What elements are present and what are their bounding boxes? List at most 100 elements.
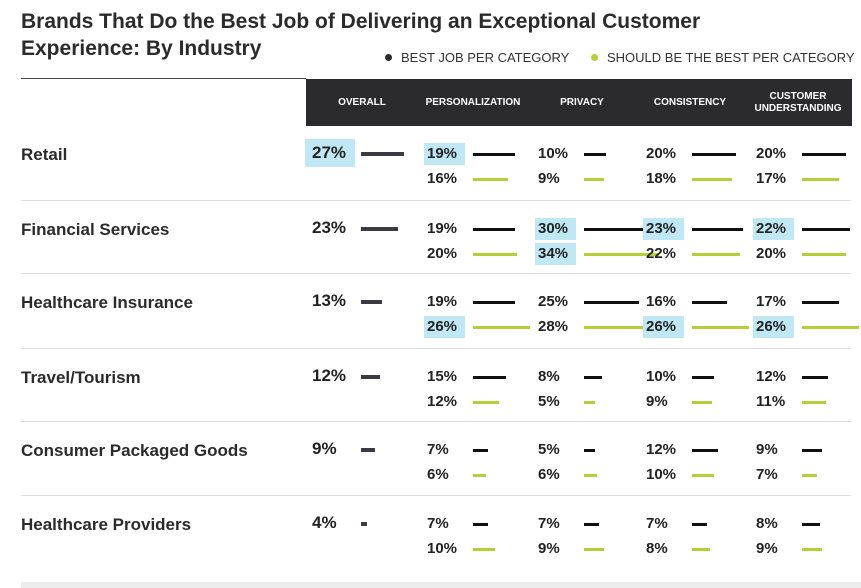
privacy-should-bar — [584, 474, 598, 477]
consistency-best-value: 7% — [646, 515, 668, 532]
highlight-consistency-best — [643, 218, 684, 240]
highlight-overall — [305, 139, 355, 167]
customer-understanding-best-value: 17% — [756, 293, 787, 310]
consistency-should-value: 22% — [646, 245, 677, 262]
consistency-should-bar — [692, 326, 750, 329]
personalization-should-value: 10% — [427, 540, 458, 557]
overall-bar — [361, 522, 368, 526]
privacy-best-value: 10% — [538, 145, 569, 162]
privacy-best-bar — [584, 301, 639, 304]
personalization-should-value: 12% — [427, 393, 458, 410]
consistency-should-value: 8% — [646, 540, 668, 557]
personalization-should-value: 16% — [427, 170, 458, 187]
consistency-should-bar — [692, 474, 714, 477]
personalization-best-bar — [473, 228, 515, 231]
consistency-best-bar — [692, 153, 736, 156]
privacy-best-bar — [584, 228, 650, 231]
customer-understanding-best-value: 9% — [756, 441, 778, 458]
personalization-should-value: 6% — [427, 466, 449, 483]
legend-should-label: SHOULD BE THE BEST PER CATEGORY — [607, 50, 855, 65]
consistency-best-bar — [692, 301, 728, 304]
customer-understanding-best-bar — [802, 376, 829, 379]
customer-understanding-should-value: 17% — [756, 170, 787, 187]
highlight-privacy-should — [535, 243, 576, 265]
customer-understanding-should-bar — [802, 474, 818, 477]
row-separator — [21, 421, 851, 422]
consistency-should-bar — [692, 548, 710, 551]
row-label-industry: Consumer Packaged Goods — [21, 441, 248, 460]
highlight-customer-understanding-should — [753, 316, 794, 338]
legend-best: BEST JOB PER CATEGORY — [385, 50, 569, 65]
privacy-should-value: 9% — [538, 170, 560, 187]
highlight-personalization-should — [424, 316, 465, 338]
overall-value: 23% — [312, 218, 347, 237]
privacy-should-value: 9% — [538, 540, 560, 557]
customer-understanding-best-bar — [802, 153, 846, 156]
privacy-should-bar — [584, 178, 604, 181]
col-header-overall: OVERALL — [338, 96, 386, 108]
privacy-should-value: 28% — [538, 318, 569, 335]
consistency-best-bar — [692, 523, 708, 526]
highlight-customer-understanding-best — [753, 218, 794, 240]
legend-should-dot-icon — [591, 54, 598, 61]
overall-bar — [361, 375, 381, 379]
row-label-industry: Healthcare Providers — [21, 515, 192, 534]
customer-understanding-best-bar — [802, 301, 840, 304]
privacy-should-bar — [584, 326, 646, 329]
customer-understanding-best-bar — [802, 228, 851, 231]
privacy-best-bar — [584, 449, 595, 452]
privacy-best-bar — [584, 376, 602, 379]
row-separator — [21, 200, 851, 201]
chart-title: Brands That Do the Best Job of Deliverin… — [21, 10, 701, 60]
customer-understanding-best-value: 22% — [756, 220, 787, 237]
customer-understanding-should-value: 9% — [756, 540, 778, 557]
overall-value: 27% — [312, 143, 347, 162]
row-label-industry: Travel/Tourism — [21, 368, 141, 387]
consistency-should-bar — [692, 253, 741, 256]
privacy-best-value: 7% — [538, 515, 560, 532]
col-header-customer-understanding: CUSTOMER UNDERSTANDING — [754, 90, 842, 114]
col-header-personalization: PERSONALIZATION — [425, 96, 521, 108]
legend-best-label: BEST JOB PER CATEGORY — [401, 50, 570, 65]
privacy-should-value: 5% — [538, 393, 560, 410]
personalization-best-bar — [473, 301, 515, 304]
personalization-best-value: 15% — [427, 368, 458, 385]
personalization-should-bar — [473, 474, 487, 477]
overall-value: 12% — [312, 366, 347, 385]
overall-value: 9% — [312, 439, 337, 458]
row-label-industry: Financial Services — [21, 220, 170, 239]
customer-understanding-should-value: 11% — [756, 393, 786, 410]
highlight-consistency-should — [643, 316, 684, 338]
overall-bar — [361, 448, 376, 452]
overall-bar — [361, 152, 405, 156]
personalization-best-bar — [473, 153, 515, 156]
personalization-should-bar — [473, 253, 517, 256]
customer-understanding-best-value: 20% — [756, 145, 787, 162]
privacy-best-value: 5% — [538, 441, 560, 458]
personalization-best-bar — [473, 376, 506, 379]
personalization-best-value: 19% — [427, 293, 458, 310]
personalization-should-value: 20% — [427, 245, 458, 262]
header-rule — [21, 78, 306, 79]
overall-value: 4% — [312, 513, 337, 532]
privacy-best-value: 30% — [538, 220, 569, 237]
personalization-best-value: 19% — [427, 220, 458, 237]
customer-understanding-best-bar — [802, 523, 820, 526]
customer-understanding-should-bar — [802, 401, 827, 404]
privacy-best-value: 8% — [538, 368, 560, 385]
row-label-industry: Retail — [21, 145, 68, 164]
privacy-best-bar — [584, 153, 606, 156]
privacy-should-value: 6% — [538, 466, 560, 483]
row-separator — [21, 495, 851, 496]
customer-understanding-should-bar — [802, 326, 860, 329]
customer-understanding-best-value: 12% — [756, 368, 787, 385]
highlight-privacy-best — [535, 218, 576, 240]
row-separator — [21, 273, 851, 274]
privacy-should-bar — [584, 401, 595, 404]
row-separator — [21, 348, 851, 349]
customer-understanding-should-bar — [802, 178, 840, 181]
col-header-consistency: CONSISTENCY — [653, 96, 727, 108]
personalization-best-bar — [473, 449, 489, 452]
privacy-should-bar — [584, 548, 604, 551]
personalization-should-value: 26% — [427, 318, 458, 335]
